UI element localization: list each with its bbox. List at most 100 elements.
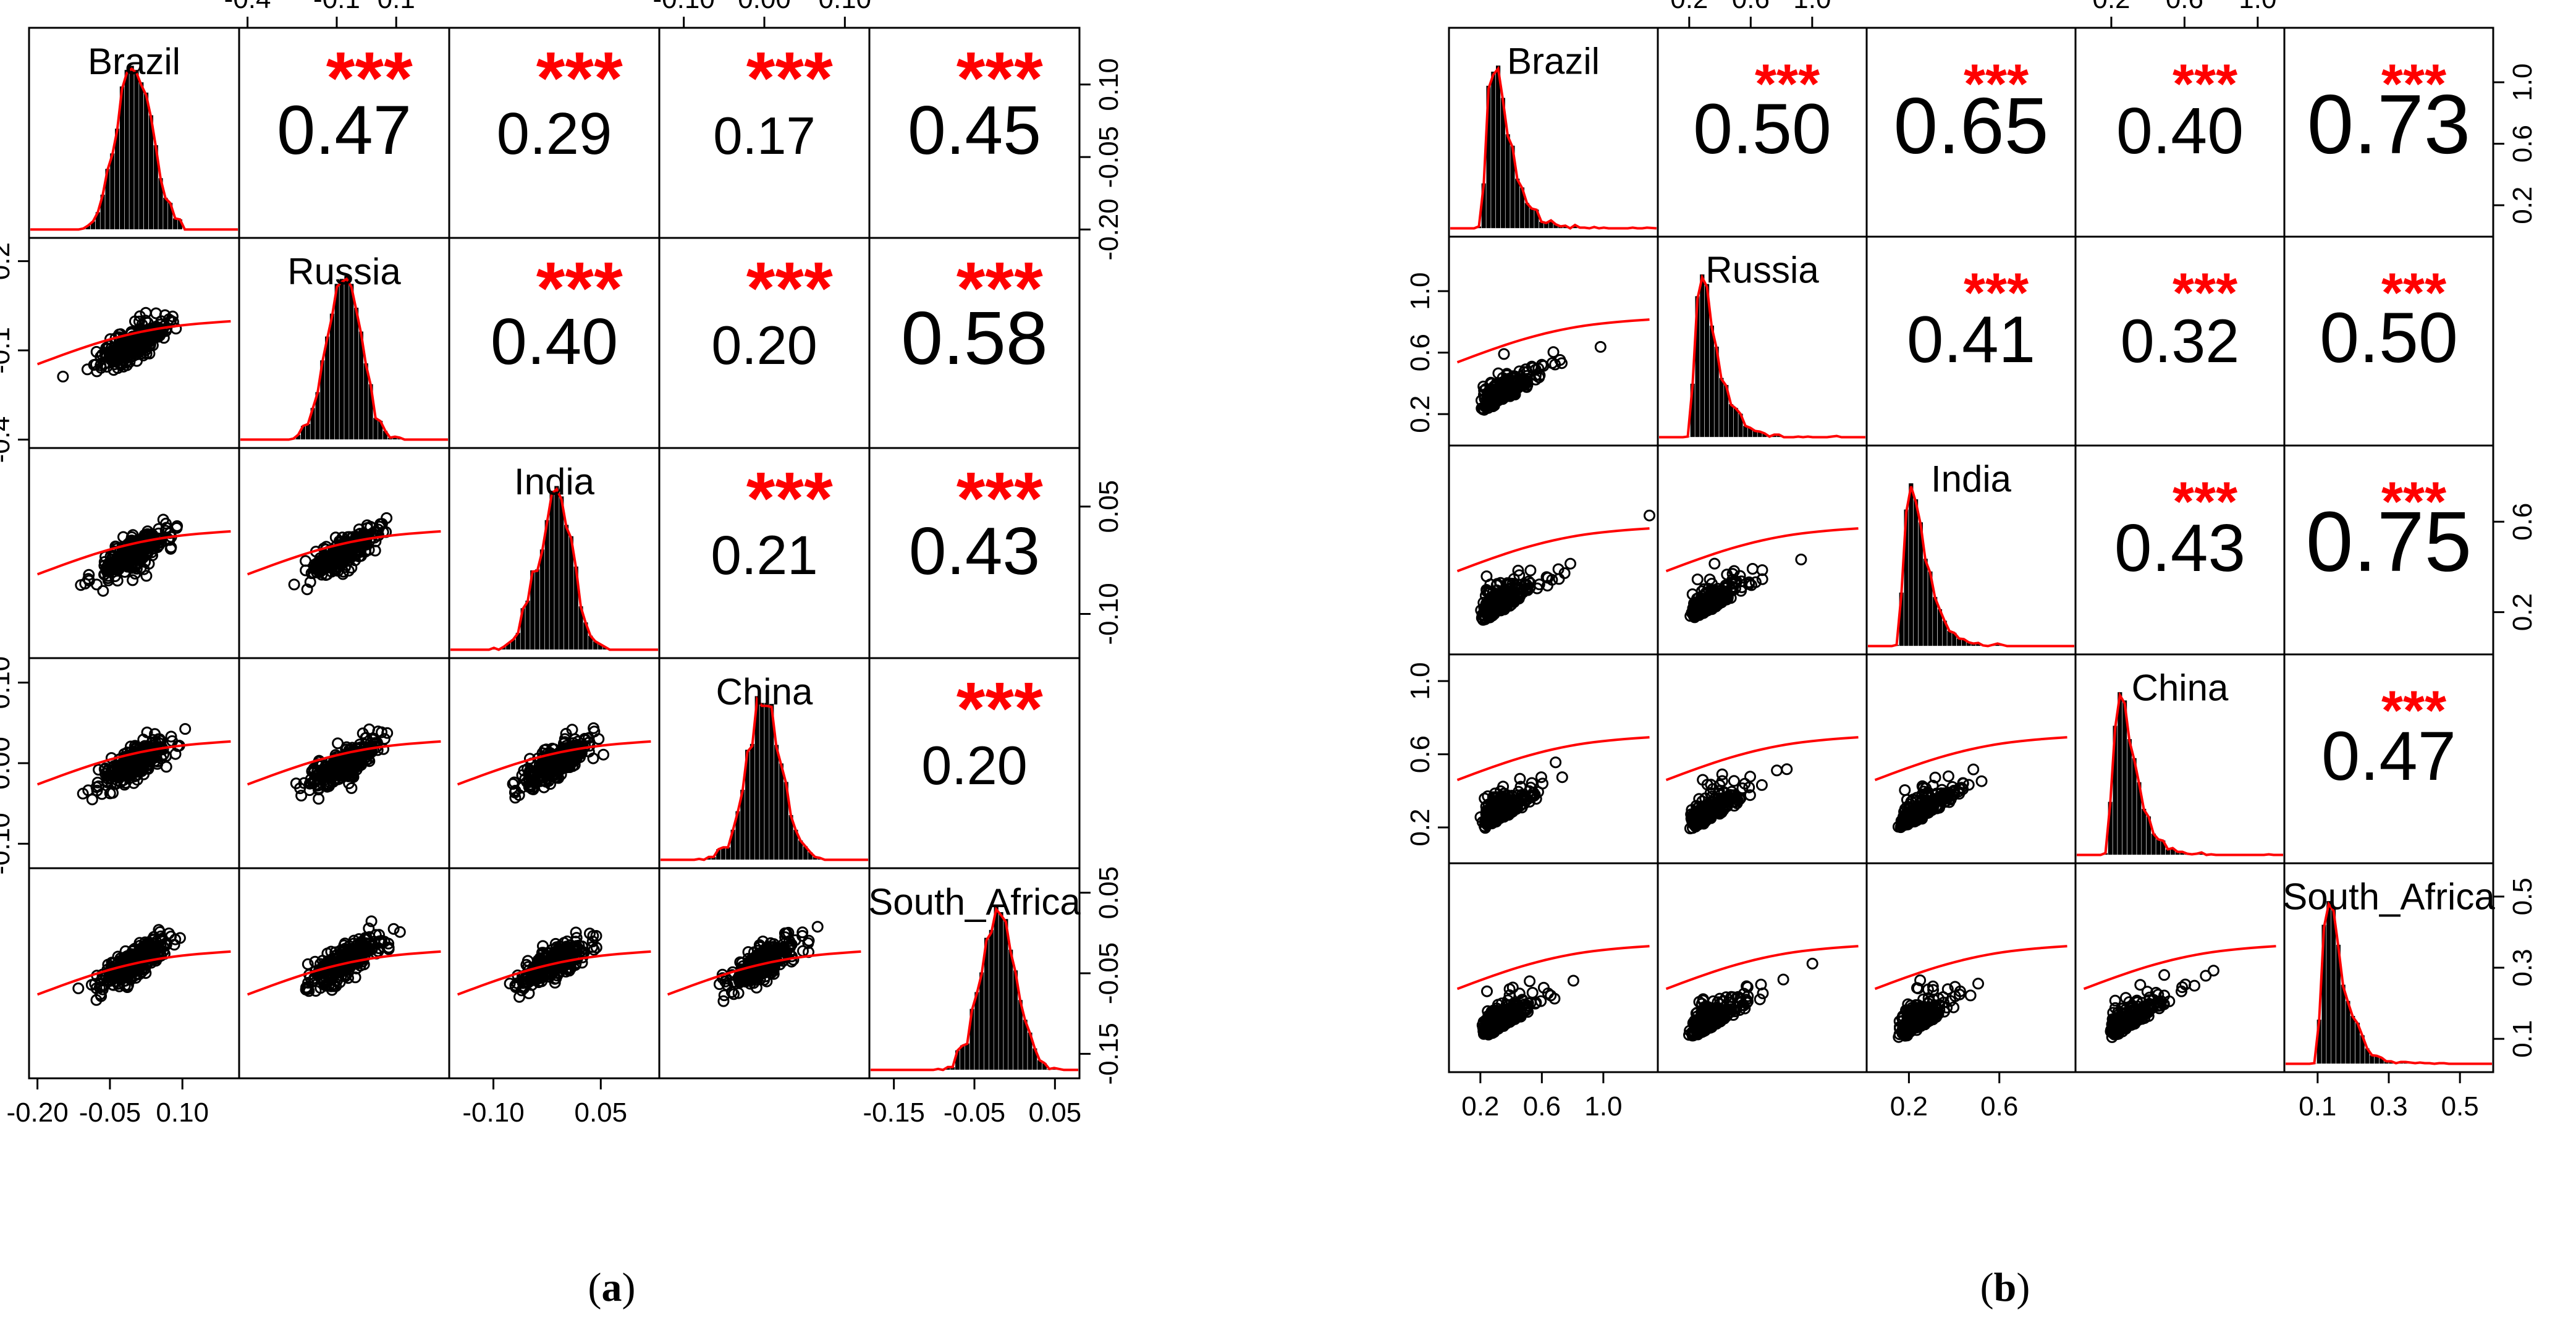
- scatter-point: [1778, 975, 1788, 984]
- cell-b-2-2: India: [1867, 446, 2076, 654]
- x-tick-label: -0.20: [6, 1097, 68, 1128]
- variable-label-russia: Russia: [287, 251, 401, 292]
- scatter-point: [1526, 565, 1535, 575]
- histogram-bar: [334, 284, 339, 439]
- cell-b-3-1: [1658, 654, 1867, 863]
- histogram-bar: [2118, 692, 2122, 855]
- matrix-panel-b: Brazil ***0.50 ***0.65***0.40***0.73 Russia…: [1405, 0, 2538, 1310]
- histogram-bar: [540, 549, 545, 649]
- variable-label-india: India: [1931, 458, 2012, 499]
- density-curve: [2077, 695, 2283, 855]
- correlation-value: 0.75: [2306, 494, 2472, 590]
- correlation-value: 0.40: [491, 305, 618, 378]
- correlation-value: 0.47: [277, 91, 412, 169]
- cell-b-1-1: Russia: [1658, 237, 1867, 446]
- cell-a-3-3: China: [659, 658, 869, 868]
- x-tick-label-top: -0.1: [313, 0, 360, 14]
- histogram-bar: [974, 992, 979, 1070]
- histogram-bar: [559, 496, 564, 649]
- histogram-bar: [750, 744, 755, 860]
- correlation-value: 0.29: [497, 101, 612, 167]
- cell-b-3-4: ***0.47: [2284, 654, 2493, 863]
- histogram-bar: [965, 1043, 969, 1070]
- cell-b-2-3: ***0.43: [2076, 446, 2284, 654]
- scatter-point: [1551, 758, 1561, 767]
- scatter-point: [1482, 572, 1492, 581]
- histogram-bar: [139, 82, 144, 230]
- scatter-point: [1807, 958, 1817, 968]
- scatter-point: [1782, 764, 1792, 774]
- y-tick-label-right: -0.20: [1094, 198, 1124, 260]
- scatter-point: [1747, 564, 1757, 574]
- scatter-point: [1729, 776, 1739, 786]
- histogram-bar: [1496, 66, 1501, 229]
- cell-b-3-3: China: [2076, 654, 2284, 863]
- correlation-value: 0.50: [2320, 298, 2458, 378]
- histogram-bar: [1914, 499, 1919, 646]
- histogram-bar: [2156, 839, 2161, 855]
- cell-a-3-4: ***0.20: [869, 658, 1079, 868]
- variable-label-india: India: [514, 461, 595, 502]
- cell-b-2-4: ***0.75: [2284, 446, 2493, 654]
- cell-b-1-0: [1449, 237, 1658, 446]
- x-tick-label: 0.05: [1029, 1097, 1082, 1128]
- cell-a-2-2: India: [449, 448, 659, 658]
- histogram-bar: [1003, 919, 1008, 1070]
- correlation-value: 0.40: [2116, 95, 2244, 167]
- correlation-value: 0.20: [711, 315, 817, 376]
- histogram-bar: [759, 703, 764, 860]
- cell-a-0-0: Brazil: [29, 28, 239, 238]
- x-tick-label-top: -0.10: [653, 0, 715, 14]
- cell-a-2-1: [239, 448, 449, 658]
- scatter-point: [1772, 766, 1782, 776]
- cell-b-0-3: ***0.40: [2076, 28, 2284, 237]
- scatter-point: [1710, 559, 1720, 569]
- cell-b-2-1: [1658, 446, 1867, 654]
- scatter-point: [1977, 776, 1987, 786]
- y-tick-label-right: 0.05: [1094, 480, 1124, 533]
- histogram-bar: [725, 847, 730, 860]
- scatter-point: [1499, 349, 1509, 359]
- correlation-value: 0.45: [908, 92, 1041, 169]
- histogram-bar: [354, 308, 359, 440]
- histogram-bar: [124, 70, 129, 230]
- histogram-bar: [554, 486, 559, 649]
- cell-a-4-4: South_Africa: [868, 868, 1081, 1078]
- scatter-point: [1525, 976, 1535, 986]
- histogram-bar: [305, 424, 310, 440]
- histogram-bar: [564, 525, 569, 649]
- cell-a-4-0: [29, 868, 239, 1078]
- correlation-value: 0.20: [921, 735, 1027, 796]
- cell-a-4-1: [239, 868, 449, 1078]
- histogram-bar: [1709, 326, 1714, 438]
- histogram-bar: [110, 153, 115, 229]
- scatter-point: [74, 983, 83, 993]
- scatter-point: [1568, 976, 1578, 986]
- cell-b-1-4: ***0.50: [2284, 237, 2493, 446]
- scatter-point: [180, 724, 190, 734]
- histogram-bar: [373, 418, 378, 439]
- y-tick-label: 0.2: [0, 242, 15, 280]
- cell-b-1-3: ***0.32: [2076, 237, 2284, 446]
- cell-border: [1658, 446, 1867, 654]
- variable-label-china: China: [716, 671, 813, 712]
- smooth-fit-line: [1458, 528, 1650, 571]
- cell-b-0-4: ***0.73: [2284, 28, 2493, 237]
- correlation-value: 0.58: [901, 296, 1047, 380]
- cell-b-2-0: [1449, 446, 1658, 654]
- x-tick-label-top: 0.00: [738, 0, 791, 14]
- cell-b-0-2: ***0.65: [1867, 28, 2076, 237]
- histogram-bar: [774, 745, 779, 860]
- histogram-bar: [344, 276, 349, 439]
- scatter-point: [289, 580, 299, 590]
- histogram-bar: [163, 198, 168, 230]
- y-tick-label-right: -0.05: [1094, 942, 1124, 1004]
- scatter-point: [813, 922, 822, 932]
- variable-label-brazil: Brazil: [88, 41, 180, 82]
- cell-a-0-4: ***0.45: [869, 28, 1079, 238]
- histogram-bar: [2127, 739, 2132, 855]
- correlation-value: 0.50: [1693, 90, 1831, 169]
- density-curve: [1868, 486, 2074, 646]
- scatter-point: [1566, 559, 1576, 569]
- variable-label-brazil: Brazil: [1507, 40, 1600, 82]
